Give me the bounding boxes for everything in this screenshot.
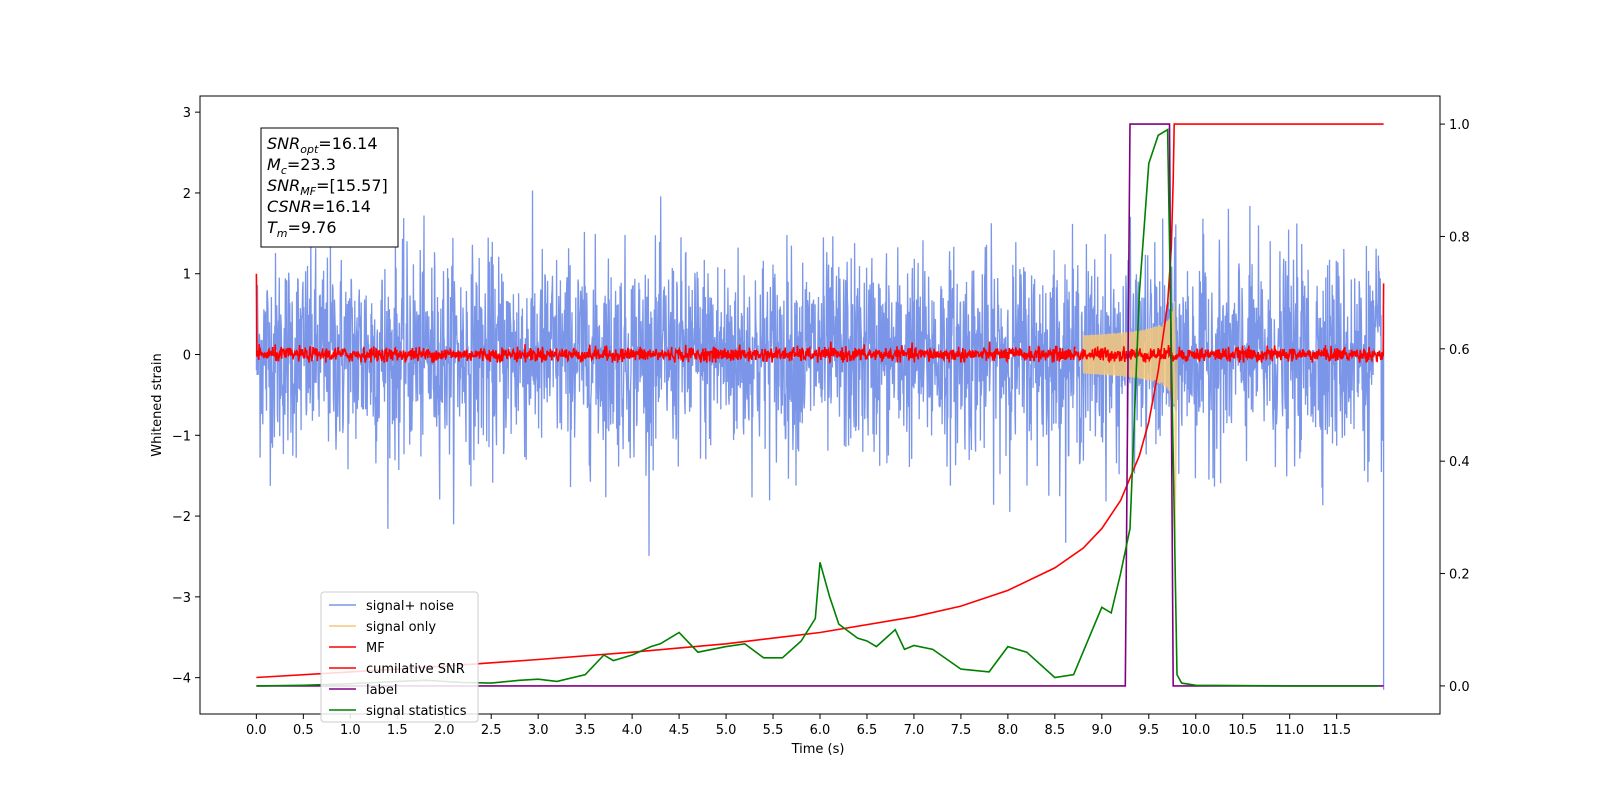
x-tick-label: 8.5 xyxy=(1045,723,1066,738)
x-tick-label: 0.0 xyxy=(246,723,267,738)
x-tick-label: 11.5 xyxy=(1322,723,1351,738)
annotation-line: SNRopt=16.14 xyxy=(267,134,378,156)
x-tick-label: 6.5 xyxy=(857,723,878,738)
x-tick-label: 5.0 xyxy=(716,723,737,738)
y-left-tick-label: −3 xyxy=(172,591,191,606)
series-signal-statistics xyxy=(256,128,1379,687)
annotation-line: Mc=23.3 xyxy=(267,155,336,177)
y-left-tick-label: −4 xyxy=(172,672,191,687)
x-tick-label: 11.0 xyxy=(1275,723,1304,738)
annotation-box: SNRopt=16.14Mc=23.3SNRMF=[15.57]CSNR=16.… xyxy=(260,127,399,248)
x-tick-label: 7.0 xyxy=(904,723,925,738)
x-tick-label: 4.5 xyxy=(669,723,690,738)
x-tick-label: 6.0 xyxy=(810,723,831,738)
legend-frame xyxy=(320,591,479,723)
y-left-tick-label: 0 xyxy=(183,349,191,364)
x-tick-label: 10.5 xyxy=(1228,723,1257,738)
legend-label-cumilative-snr: cumilative SNR xyxy=(366,662,465,677)
y-axis-right: 1.0 0.8 0.6 0.4 0.2 0.0 xyxy=(1440,118,1470,695)
y-right-tick-label: 0.6 xyxy=(1449,343,1470,358)
x-tick-label: 0.5 xyxy=(293,723,314,738)
x-tick-label: 2.5 xyxy=(481,723,502,738)
legend-label-label: label xyxy=(366,683,397,698)
x-tick-label: 9.5 xyxy=(1138,723,1159,738)
x-tick-label: 3.0 xyxy=(528,723,549,738)
y-left-tick-label: 1 xyxy=(183,268,191,283)
y-right-tick-label: 0.4 xyxy=(1449,455,1470,470)
series-mf xyxy=(255,273,1385,364)
annotation-line: CSNR=16.14 xyxy=(267,197,371,216)
x-tick-label: 1.0 xyxy=(340,723,361,738)
series-signal-noise xyxy=(255,190,1385,690)
x-axis: 0.0 0.5 1.0 1.5 2.0 2.5 3.0 3.5 4.0 4.5 5.0 5.5 6.0 6… xyxy=(246,714,1351,738)
x-tick-label: 2.0 xyxy=(434,723,455,738)
series-layer xyxy=(255,123,1385,690)
y-right-tick-label: 0.8 xyxy=(1449,230,1470,245)
x-tick-label: 3.5 xyxy=(575,723,596,738)
y-axis-label: Whitened strain xyxy=(150,353,165,456)
y-right-tick-label: 0.0 xyxy=(1449,680,1470,695)
y-axis-left: 3 2 1 0 −1 −2 −3 −4 xyxy=(172,106,200,687)
annotation-line: SNRMF=[15.57] xyxy=(267,176,388,198)
x-tick-label: 8.0 xyxy=(998,723,1019,738)
y-left-tick-label: −2 xyxy=(172,510,191,525)
legend-label-signal-only: signal only xyxy=(366,620,436,635)
x-tick-label: 10.0 xyxy=(1181,723,1210,738)
x-tick-label: 1.5 xyxy=(387,723,408,738)
y-left-tick-label: 2 xyxy=(183,187,191,202)
x-tick-label: 5.5 xyxy=(763,723,784,738)
annotation-line: Tm=9.76 xyxy=(267,218,337,240)
annotation-frame xyxy=(260,127,399,248)
y-left-tick-label: 3 xyxy=(183,106,191,121)
y-right-tick-label: 1.0 xyxy=(1449,118,1470,133)
x-tick-label: 9.0 xyxy=(1091,723,1112,738)
x-tick-label: 4.0 xyxy=(622,723,643,738)
x-tick-label: 7.5 xyxy=(951,723,972,738)
x-axis-label: Time (s) xyxy=(791,742,845,757)
y-right-tick-label: 0.2 xyxy=(1449,568,1470,583)
legend-label-signal-statistics: signal statistics xyxy=(366,704,467,719)
legend: signal+ noise signal only MF cumilative SNR… xyxy=(320,591,479,723)
legend-label-mf: MF xyxy=(366,641,385,656)
legend-label-signal-noise: signal+ noise xyxy=(366,599,454,614)
y-left-tick-label: −1 xyxy=(172,429,191,444)
